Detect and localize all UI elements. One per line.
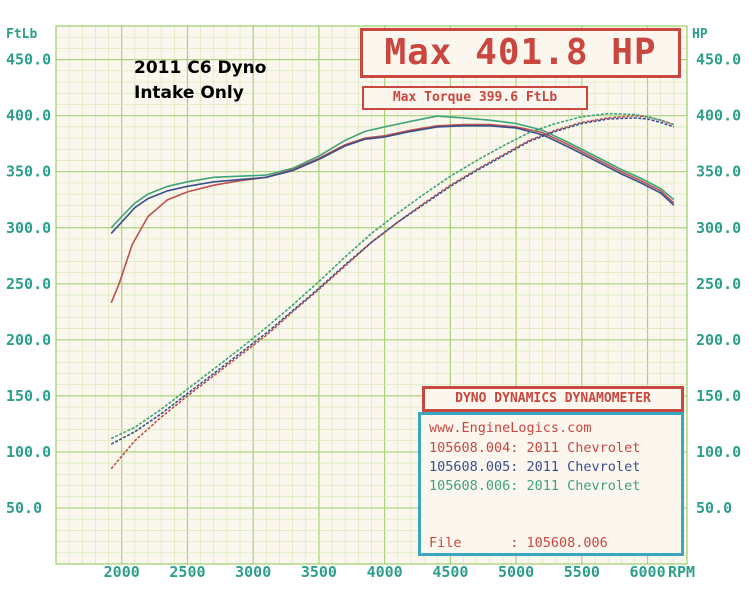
max-torque-box: Max Torque 399.6 FtLb bbox=[362, 86, 588, 110]
series-line-power-2 bbox=[110, 117, 675, 445]
x-tick-label: 5500 bbox=[564, 563, 600, 581]
series-line-torque-1 bbox=[110, 123, 675, 304]
max-hp-box: Max 401.8 HP bbox=[360, 28, 681, 78]
y-tick-labels-right: 50.0 100.0 150.0 200.0 250.0 300.0 350.0 400.0 4… bbox=[696, 51, 741, 517]
note-line-1: 2011 C6 Dyno bbox=[134, 58, 267, 78]
legend-run-3: 105608.006: 2011 Chevrolet bbox=[429, 478, 641, 494]
series-line-power-3 bbox=[110, 112, 675, 440]
plot-border bbox=[55, 25, 688, 565]
y-tick-label-right: 50.0 bbox=[696, 499, 732, 517]
x-tick-label: 4500 bbox=[432, 563, 468, 581]
max-hp-text: Max 401.8 HP bbox=[384, 32, 657, 73]
x-tick-label: 2500 bbox=[169, 563, 205, 581]
x-tick-label: 3000 bbox=[235, 563, 271, 581]
y-axis-unit-left: FtLb bbox=[6, 27, 37, 42]
y-tick-label-right: 350.0 bbox=[696, 163, 741, 181]
y-tick-label-right: 400.0 bbox=[696, 107, 741, 125]
y-tick-label-right: 200.0 bbox=[696, 331, 741, 349]
x-tick-labels: 2000 2500 3000 3500 4000 4500 5000 5500 6000 bbox=[104, 563, 666, 581]
max-torque-text: Max Torque 399.6 FtLb bbox=[392, 90, 558, 105]
x-tick-label: 2000 bbox=[104, 563, 140, 581]
y-tick-label-left: 350.0 bbox=[6, 163, 51, 181]
y-tick-label-right: 450.0 bbox=[696, 51, 741, 69]
y-tick-label-left: 450.0 bbox=[6, 51, 51, 69]
y-tick-label-right: 300.0 bbox=[696, 219, 741, 237]
legend-box: www.EngineLogics.com 105608.004: 2011 Ch… bbox=[418, 412, 684, 556]
x-tick-label: 6000 bbox=[630, 563, 666, 581]
series-line-torque-2 bbox=[110, 125, 675, 234]
y-tick-label-left: 200.0 bbox=[6, 331, 51, 349]
annotation-note: 2011 C6 Dyno Intake Only bbox=[134, 56, 266, 106]
series-line-power-1 bbox=[110, 114, 675, 470]
y-tick-label-right: 150.0 bbox=[696, 387, 741, 405]
x-tick-label: 5000 bbox=[498, 563, 534, 581]
dynamometer-title: DYNO DYNAMICS DYNAMOMETER bbox=[455, 391, 651, 406]
y-tick-label-left: 50.0 bbox=[6, 499, 42, 517]
x-tick-label: 3500 bbox=[301, 563, 337, 581]
y-tick-label-left: 300.0 bbox=[6, 219, 51, 237]
series-lines bbox=[110, 112, 675, 470]
y-tick-labels-left: 50.0 100.0 150.0 200.0 250.0 300.0 350.0 400.0 4… bbox=[6, 51, 51, 517]
dynamometer-title-box: DYNO DYNAMICS DYNAMOMETER bbox=[422, 386, 684, 412]
y-tick-label-left: 400.0 bbox=[6, 107, 51, 125]
series-line-torque-3 bbox=[110, 115, 675, 229]
note-line-2: Intake Only bbox=[134, 83, 244, 103]
y-tick-label-right: 100.0 bbox=[696, 443, 741, 461]
x-tick-label: 4000 bbox=[367, 563, 403, 581]
website-text: www.EngineLogics.com bbox=[429, 420, 592, 436]
legend-run-2: 105608.005: 2011 Chevrolet bbox=[429, 459, 641, 475]
y-tick-label-left: 100.0 bbox=[6, 443, 51, 461]
x-axis-unit: RPM bbox=[668, 563, 695, 581]
y-tick-label-left: 250.0 bbox=[6, 275, 51, 293]
file-text: File : 105608.006 bbox=[429, 535, 608, 551]
y-axis-unit-right: HP bbox=[692, 27, 708, 42]
legend-run-1: 105608.004: 2011 Chevrolet bbox=[429, 440, 641, 456]
y-tick-label-right: 250.0 bbox=[696, 275, 741, 293]
y-tick-label-left: 150.0 bbox=[6, 387, 51, 405]
